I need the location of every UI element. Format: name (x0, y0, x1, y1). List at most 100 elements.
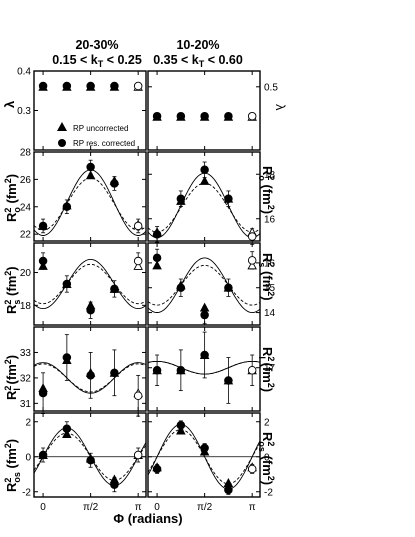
y-tick-label-Rs-right-0: 16 (264, 258, 276, 269)
point-circle-Ros-right-4 (247, 464, 257, 474)
panel-Rs-right: 16 15 14 (147, 242, 276, 326)
panel-frame-Rl-left (33, 326, 147, 412)
point-circle-Rl-right-4 (247, 366, 257, 375)
y-tick-label-Ro-right-0: 18 (264, 170, 276, 181)
point-circle-Ros-left-2 (86, 456, 95, 465)
panel-frame-lambda-right (147, 70, 261, 151)
point-circle-lambda-left-0 (38, 81, 48, 91)
right-ylabel-ro: R2o (fm2) (257, 166, 276, 214)
left-centrality-label: 20-30% (75, 38, 118, 52)
x-tick-label-left-1: π/2 (83, 502, 99, 513)
fit-triangle-Rs-left (33, 263, 147, 305)
x-tick-label-right-0: 0 (154, 502, 160, 513)
point-circle-Rs-right-4 (247, 256, 257, 265)
point-circle-Rs-right-3 (224, 283, 233, 292)
y-tick-label-Ros-right-2: -2 (264, 487, 273, 498)
point-circle-Rl-right-3 (224, 376, 233, 385)
point-circle-Ros-right-0 (152, 464, 162, 474)
fit-triangle-Ro-left (33, 177, 147, 231)
point-circle-Rs-right-1 (176, 283, 186, 292)
point-circle-lambda-right-0 (152, 111, 162, 121)
point-circle-lambda-left-3 (110, 81, 119, 91)
x-tick-label-left-0: 0 (40, 502, 46, 513)
panel-Ros-left: 2 0 -2 0 π/2 π (22, 412, 147, 513)
point-triangle-Rs-left-0 (38, 261, 48, 270)
y-tick-label-Rs-right-1: 15 (264, 283, 276, 294)
fit-circle-Rl-right (147, 360, 261, 375)
fit-triangle-Rs-right (147, 264, 261, 306)
point-circle-Rl-left-2 (86, 371, 95, 380)
panel-Ro-left: 28 26 24 22 (20, 148, 147, 242)
legend-triangle-label: RP uncorrected (73, 124, 128, 133)
point-circle-Rs-left-1 (62, 279, 72, 289)
fit-circle-Rs-right (147, 257, 261, 314)
point-circle-Rs-left-2 (86, 305, 95, 315)
y-tick-label-Rl-left-0: 33 (20, 348, 32, 359)
point-triangle-Ro-left-2 (85, 170, 96, 180)
point-circle-Ro-left-4 (133, 221, 143, 231)
y-tick-label-lambda-left-1: 0.3 (17, 106, 31, 117)
y-tick-label-Rs-left-0: 20 (20, 268, 32, 279)
right-kt-range-label: 0.35 < kT < 0.60 (153, 53, 243, 69)
point-triangle-Ros-right-3 (223, 478, 234, 487)
legend-triangle-marker (57, 122, 67, 131)
point-circle-Ro-right-4 (247, 232, 257, 241)
point-circle-Ros-left-3 (110, 480, 119, 490)
point-circle-Ros-left-4 (133, 450, 143, 460)
point-circle-Rl-left-0 (38, 388, 48, 398)
right-row-labels: λ R2o (fm2) R2s (fm2) R2l (fm2) R2os (fm… (257, 104, 288, 485)
right-centrality-label: 10-20% (176, 38, 219, 52)
panel-frame-Ro-right (147, 151, 261, 242)
point-triangle-Rs-right-4 (247, 260, 257, 270)
point-circle-Rl-right-1 (176, 366, 186, 375)
y-tick-label-Ro-left-2: 24 (20, 202, 32, 213)
panels: 0.40.30.52826242218162018161514333231172… (17, 67, 278, 514)
y-tick-label-Ro-left-1: 26 (20, 175, 32, 186)
point-circle-Ro-right-3 (224, 194, 233, 203)
point-triangle-Ros-right-1 (176, 425, 186, 435)
point-circle-Rl-left-4 (133, 391, 143, 400)
point-triangle-Rs-left-4 (133, 261, 143, 270)
y-tick-label-Ros-left-1: 0 (25, 452, 31, 463)
right-ylabel-lambda: λ (273, 104, 288, 111)
fit-circle-Rs-left (33, 258, 147, 310)
y-tick-label-Ros-right-1: 0 (264, 452, 270, 463)
left-kt-range-label: 0.15 < kT < 0.25 (52, 53, 142, 69)
point-circle-Ro-right-1 (176, 194, 186, 203)
right-ylabel-ros: R2os (fm2) (257, 432, 276, 485)
panel-frame-Ros-right (147, 412, 261, 498)
point-circle-Ro-left-1 (62, 202, 72, 212)
left-ylabel-rl: R2l (fm2) (3, 355, 22, 400)
right-ylabel-rs: R2s (fm2) (257, 253, 276, 301)
right-ylabel-rl: R2l (fm2) (257, 347, 276, 392)
legend-circle-marker (58, 139, 66, 147)
panel-Rl-left: 33 32 31 (20, 326, 147, 417)
panel-lambda-right: 0.5 (147, 70, 278, 151)
fit-triangle-Rl-right (147, 360, 261, 375)
x-axis-label: Φ (radians) (113, 511, 182, 526)
point-circle-Ros-left-1 (62, 424, 72, 434)
point-circle-lambda-left-2 (86, 81, 95, 91)
panel-frame-Rs-left (33, 242, 147, 326)
panel-frame-Rs-right (147, 242, 261, 326)
point-circle-Ros-right-1 (176, 421, 186, 430)
left-ylabel-ros: R2os (fm2) (3, 439, 22, 492)
x-tick-label-left-2: π (135, 502, 142, 513)
point-circle-Rl-right-0 (152, 366, 162, 375)
point-triangle-Ros-left-1 (62, 429, 72, 438)
fit-triangle-Ros-left (33, 432, 147, 481)
right-column-header: 10-20% 0.35 < kT < 0.60 (153, 38, 243, 69)
point-circle-lambda-right-2 (200, 111, 209, 121)
y-tick-label-Ro-left-0: 28 (20, 148, 32, 159)
y-tick-label-Rs-left-1: 18 (20, 301, 32, 312)
left-row-labels: λ R2o (fm2) R2s (fm2) R2l (fm2) R2os (fm… (2, 100, 22, 492)
point-triangle-Rs-right-0 (152, 260, 162, 270)
point-circle-lambda-right-1 (176, 111, 186, 121)
y-tick-label-Ros-left-0: 2 (25, 417, 31, 428)
point-circle-Rl-left-3 (110, 368, 119, 378)
panel-Rl-right: 17 (147, 326, 276, 412)
left-ylabel-lambda: λ (2, 100, 17, 108)
point-circle-Ros-right-2 (200, 443, 209, 453)
